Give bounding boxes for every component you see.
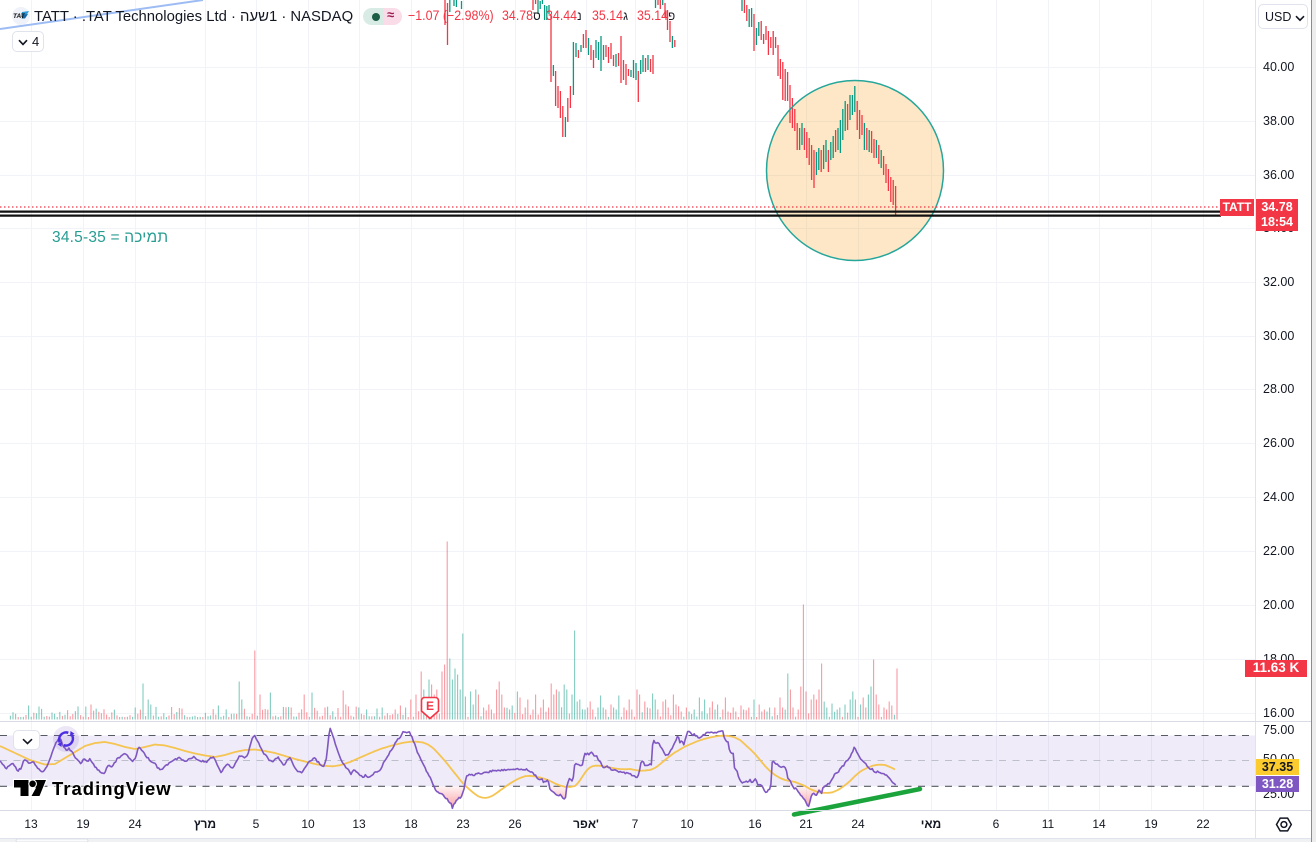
svg-text:TAT: TAT <box>13 13 26 20</box>
